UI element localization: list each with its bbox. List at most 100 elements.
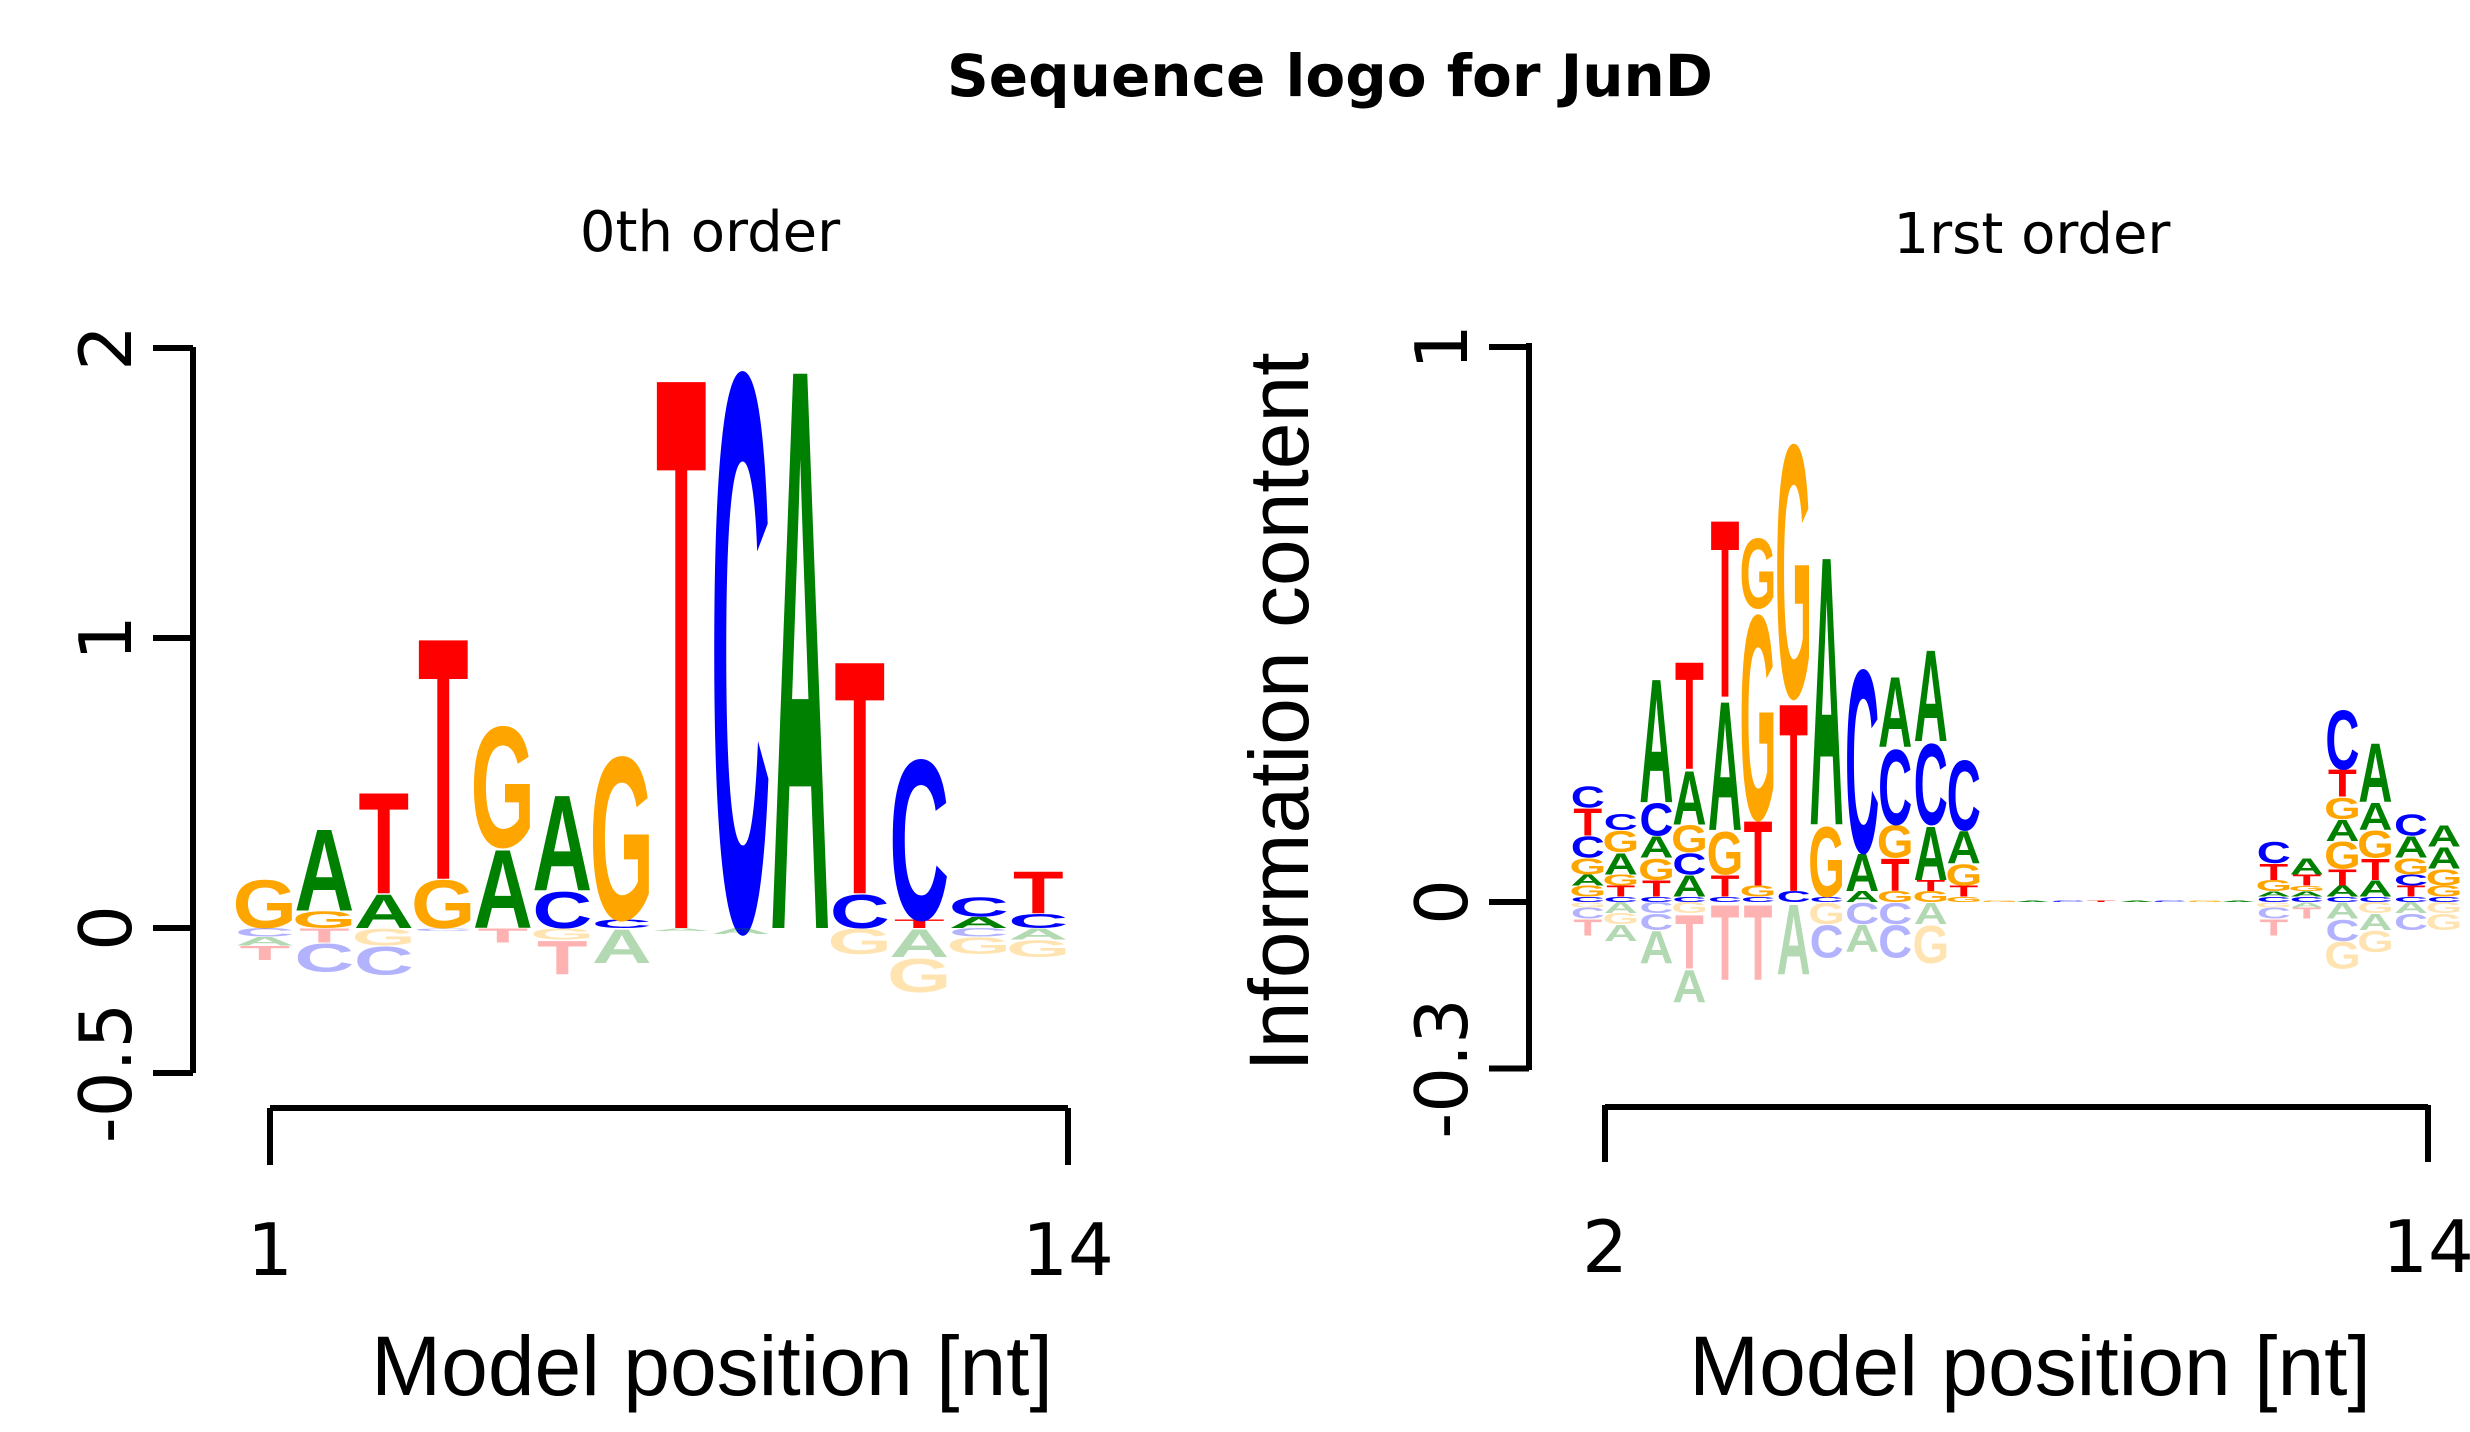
logo-letter-c: C bbox=[2394, 808, 2428, 842]
logo-letter-c: C bbox=[2325, 692, 2359, 787]
logo-letter-a: A bbox=[1639, 644, 1673, 841]
logo-letter-c: C bbox=[2325, 914, 2359, 948]
logo-letter-g: G bbox=[2426, 864, 2463, 890]
logo-letter-c: C bbox=[1672, 847, 1706, 881]
logo-letter-c: C bbox=[949, 926, 1009, 940]
logo-letter-t: T bbox=[1573, 914, 1602, 940]
logo-letter-a: A bbox=[2358, 796, 2392, 839]
logo-letter-t: T bbox=[299, 924, 350, 947]
logo-letter-a: A bbox=[2290, 901, 2324, 910]
logo-letter-g: G bbox=[2324, 792, 2361, 826]
logo-letter-t: T bbox=[2328, 763, 2357, 806]
logo-letter-t: T bbox=[1744, 802, 1773, 905]
logo-letter-a: A bbox=[2427, 819, 2461, 853]
logo-letter-g: G bbox=[1808, 806, 1845, 919]
logo-letter-t: T bbox=[1573, 801, 1602, 844]
logo-letter-c: C bbox=[1639, 909, 1673, 935]
logo-letter-g: G bbox=[1006, 935, 1070, 962]
logo-letter-c: C bbox=[830, 885, 890, 938]
logo-letter-g: G bbox=[292, 906, 356, 933]
logo-letter-a: A bbox=[2015, 901, 2049, 903]
logo-letter-c: C bbox=[1571, 781, 1605, 815]
logo-letter-a: A bbox=[889, 921, 949, 966]
logo-letter-g: G bbox=[1602, 911, 1639, 928]
logo-letter-g: G bbox=[1775, 368, 1812, 773]
logo-letter-c: C bbox=[2153, 901, 2187, 903]
logo-letter-c: C bbox=[2257, 836, 2291, 870]
logo-letter-g: G bbox=[2357, 824, 2394, 867]
logo-letter-g: G bbox=[1569, 883, 1606, 900]
logo-letter-g: G bbox=[411, 867, 475, 944]
logo-letter-t: T bbox=[1711, 883, 1740, 1004]
logo-letter-g: G bbox=[1707, 818, 1744, 888]
logo-letter-g: G bbox=[2426, 899, 2463, 916]
logo-letter-g: G bbox=[2426, 883, 2463, 900]
logo-letter-t: T bbox=[1675, 899, 1704, 986]
y-tick-label: 1 bbox=[64, 615, 148, 661]
logo-letter-c: C bbox=[1639, 794, 1673, 846]
logo-letter-g: G bbox=[1877, 816, 1914, 868]
logo-letter-a: A bbox=[473, 825, 533, 952]
logo-letter-c: C bbox=[1571, 831, 1605, 865]
logo-letter-a: A bbox=[1571, 872, 1605, 889]
logo-letter-g: G bbox=[1569, 901, 1606, 910]
logo-letter-c: C bbox=[1708, 895, 1742, 904]
logo-letter-g: G bbox=[2187, 901, 2224, 903]
logo-letter-g: G bbox=[1740, 883, 1777, 900]
y-tick-label: 1 bbox=[1400, 324, 1484, 370]
logo-letter-c: C bbox=[1008, 910, 1068, 933]
logo-letter-g: G bbox=[1912, 888, 1949, 905]
logo-letter-g: G bbox=[2288, 884, 2325, 893]
logo-letter-a: A bbox=[1845, 888, 1879, 905]
figure-title: Sequence logo for JunD bbox=[947, 42, 1713, 110]
y-tick-label: 2 bbox=[64, 325, 148, 371]
logo-letter-a: A bbox=[2221, 901, 2255, 903]
logo-letter-a: A bbox=[2325, 897, 2359, 923]
logo-letter-t: T bbox=[1642, 875, 1671, 901]
logo-letter-a: A bbox=[1639, 921, 1673, 973]
y-tick-label: 0 bbox=[64, 905, 148, 951]
logo-letter-t: T bbox=[358, 763, 409, 925]
logo-letter-a: A bbox=[651, 927, 711, 931]
logo-letter-c: C bbox=[1810, 895, 1844, 904]
logo-letter-g: G bbox=[1981, 901, 2018, 903]
logo-letter-c: C bbox=[2427, 895, 2461, 904]
logo-letter-t: T bbox=[2328, 864, 2357, 890]
logo-letter-a: A bbox=[770, 201, 830, 1100]
logo-letter-g: G bbox=[2426, 909, 2463, 935]
logo-letter-g: G bbox=[233, 867, 297, 944]
logo-letter-c: C bbox=[1639, 899, 1673, 916]
logo-letter-a: A bbox=[1672, 754, 1706, 841]
logo-letter-g: G bbox=[1602, 825, 1639, 859]
logo-letter-a: A bbox=[1604, 847, 1638, 881]
x-tick-label: 2 bbox=[1582, 1205, 1628, 1289]
y-tick-label: -0.3 bbox=[1400, 998, 1484, 1138]
logo-letter-t: T bbox=[1916, 877, 1946, 894]
logo-letter-c: C bbox=[1914, 720, 1948, 850]
logo-letter-t: T bbox=[1779, 648, 1808, 949]
logo-letter-a: A bbox=[1777, 883, 1811, 996]
logo-letters: CGAGCTCGCTCTGAGCAGACTGACACCACACGATGTACTG… bbox=[1569, 368, 2462, 1011]
logo-letter-g: G bbox=[1638, 853, 1675, 887]
logo-letter-t: T bbox=[1675, 631, 1704, 803]
logo-letter-g: G bbox=[1912, 914, 1949, 975]
logo-letter-c: C bbox=[294, 935, 354, 980]
logo-letter-c: C bbox=[1741, 895, 1775, 904]
logo-letter-a: A bbox=[2358, 725, 2392, 820]
logo-letter-c: C bbox=[1878, 897, 1912, 931]
logo-letter-g: G bbox=[1569, 853, 1606, 879]
y-tick-label: 0 bbox=[1400, 879, 1484, 925]
logo-letter-t: T bbox=[2292, 905, 2322, 922]
logo-letter-a: A bbox=[2325, 814, 2359, 848]
logo-letter-g: G bbox=[1877, 888, 1914, 905]
logo-letter-c: C bbox=[1947, 739, 1981, 852]
logo-letter-a: A bbox=[2120, 901, 2154, 903]
logo-letter-a: A bbox=[592, 920, 652, 973]
logo-letter-c: C bbox=[2325, 895, 2359, 904]
y-axis-label: Information content bbox=[1232, 352, 1326, 1071]
panel-1rst-order: 1rst order Information content -0.3 0 1 2 1… bbox=[1232, 202, 2470, 1413]
logo-letter-a: A bbox=[1672, 960, 1706, 1012]
logo-letter-a: A bbox=[2358, 875, 2392, 901]
logo-letter-a: A bbox=[2290, 853, 2324, 879]
logo-letter-a: A bbox=[1604, 920, 1638, 946]
